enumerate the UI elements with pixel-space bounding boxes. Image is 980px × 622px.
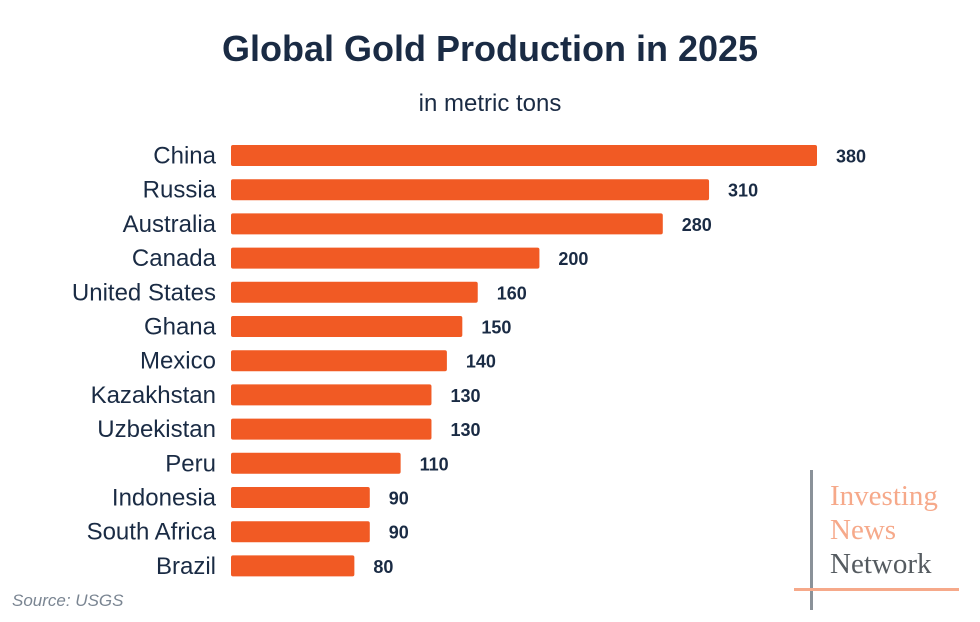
bar-kazakhstan — [231, 384, 432, 406]
value-label-canada: 200 — [558, 249, 588, 269]
category-label-indonesia: Indonesia — [112, 485, 217, 512]
value-label-united-states: 160 — [497, 283, 527, 303]
bar-brazil — [231, 555, 355, 577]
value-label-brazil: 80 — [373, 557, 393, 577]
category-label-canada: Canada — [132, 245, 217, 272]
bar-russia — [231, 179, 710, 201]
value-label-mexico: 140 — [466, 352, 496, 372]
bar-united-states — [231, 281, 478, 303]
bar-indonesia — [231, 487, 370, 508]
category-label-china: China — [153, 143, 216, 170]
value-label-russia: 310 — [728, 181, 758, 201]
logo-word-investing: Investing — [830, 480, 938, 512]
category-label-kazakhstan: Kazakhstan — [91, 382, 216, 409]
category-label-australia: Australia — [123, 211, 217, 238]
value-label-south-africa: 90 — [389, 523, 409, 543]
chart-title: Global Gold Production in 2025 — [221, 28, 759, 69]
bar-canada — [231, 247, 540, 269]
value-label-china: 380 — [836, 147, 866, 167]
value-label-kazakhstan: 130 — [450, 386, 480, 406]
category-label-peru: Peru — [165, 450, 216, 477]
value-label-australia: 280 — [682, 215, 712, 235]
logo-word-network: Network — [830, 548, 932, 580]
bar-china — [231, 145, 817, 166]
bar-peru — [231, 452, 401, 474]
category-label-mexico: Mexico — [140, 348, 216, 375]
bar-south-africa — [231, 521, 370, 543]
category-label-united-states: United States — [72, 279, 216, 306]
logo-vertical-rule — [810, 470, 813, 610]
bar-australia — [231, 213, 663, 235]
source-note: Source: USGS — [12, 591, 124, 610]
category-label-uzbekistan: Uzbekistan — [97, 416, 216, 443]
category-label-ghana: Ghana — [144, 314, 217, 341]
value-label-ghana: 150 — [481, 318, 511, 338]
value-label-indonesia: 90 — [389, 489, 409, 509]
logo-word-news: News — [830, 514, 897, 546]
category-label-south-africa: South Africa — [87, 519, 217, 546]
investing-news-network-logo: Investing News Network — [794, 470, 964, 610]
bar-uzbekistan — [231, 418, 432, 440]
bar-ghana — [231, 316, 463, 337]
category-label-brazil: Brazil — [156, 553, 216, 580]
value-label-uzbekistan: 130 — [450, 420, 480, 440]
chart-subtitle: in metric tons — [418, 90, 562, 117]
category-label-russia: Russia — [143, 177, 217, 204]
bar-mexico — [231, 350, 447, 372]
value-label-peru: 110 — [420, 454, 449, 474]
logo-horizontal-rule — [794, 588, 959, 591]
